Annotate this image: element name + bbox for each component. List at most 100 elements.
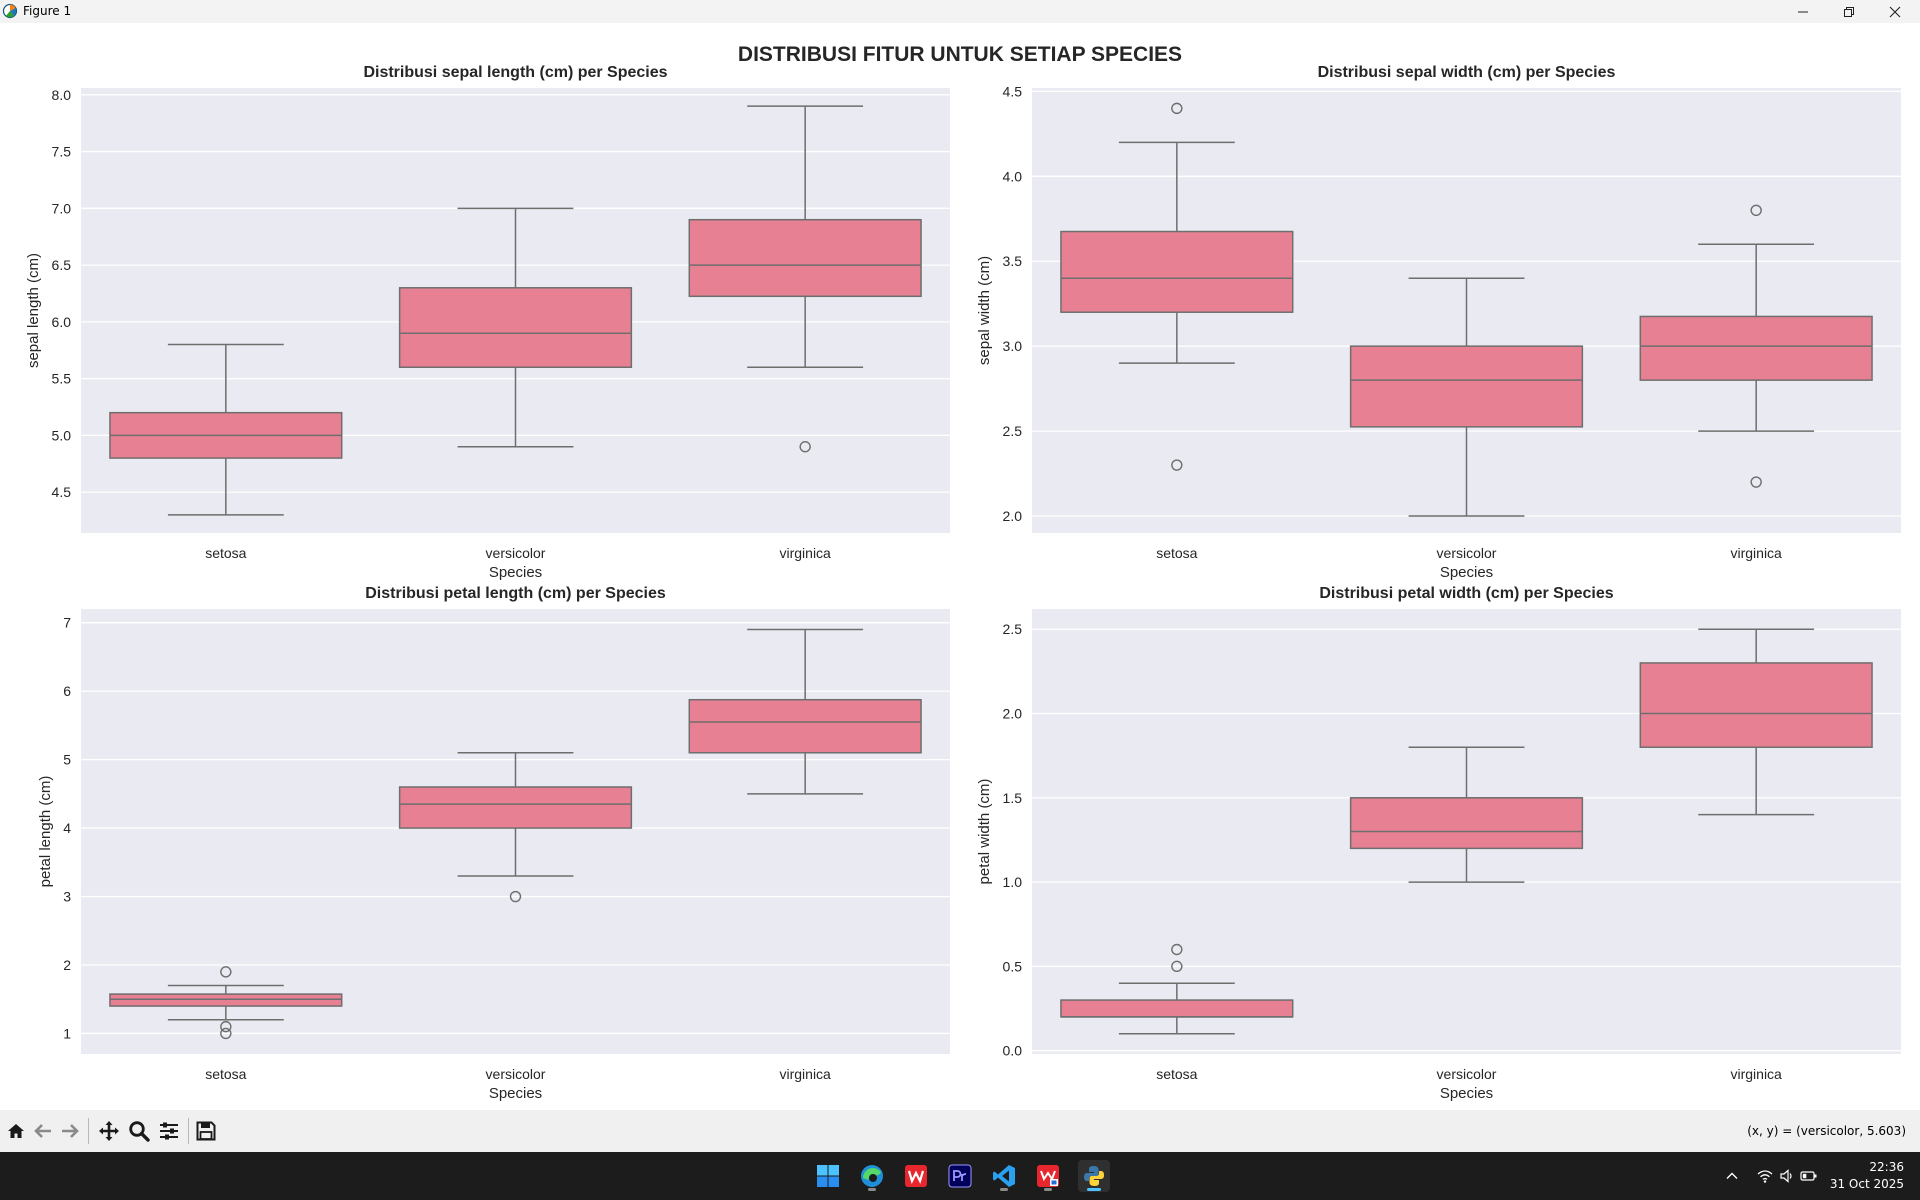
matplotlib-toolbar: (x, y) = (versicolor, 5.603)	[0, 1110, 1920, 1152]
taskbar-wps-office[interactable]	[900, 1160, 932, 1192]
box-setosa	[109, 343, 343, 516]
y-tick-label: 5.5	[52, 371, 72, 387]
taskbar-edge[interactable]	[856, 1160, 888, 1192]
tray-overflow-button[interactable]	[1722, 1169, 1742, 1183]
battery-status[interactable]	[1798, 1168, 1820, 1184]
configure-subplots-button[interactable]	[156, 1118, 182, 1144]
zoom-button[interactable]	[126, 1118, 152, 1144]
start-button[interactable]	[812, 1160, 844, 1192]
x-axis-label: Species	[1440, 564, 1493, 581]
cursor-coordinates: (x, y) = (versicolor, 5.603)	[1747, 1124, 1906, 1138]
save-icon	[196, 1121, 216, 1141]
home-button[interactable]	[3, 1118, 29, 1144]
subplot-title: Distribusi petal length (cm) per Species	[365, 585, 666, 602]
pan-button[interactable]	[96, 1118, 122, 1144]
iqr-box	[1060, 230, 1294, 313]
taskbar-clock[interactable]: 22:36 31 Oct 2025	[1830, 1159, 1904, 1193]
subplot-title: Distribusi petal width (cm) per Species	[1319, 585, 1613, 602]
y-tick-label: 6	[63, 683, 71, 699]
y-tick-label: 6.5	[52, 257, 72, 273]
x-axis-label: Species	[489, 564, 542, 581]
y-tick-label: 0.5	[1003, 958, 1023, 974]
configure-subplots-icon	[160, 1122, 178, 1140]
minimize-icon	[1798, 11, 1808, 12]
subplot-title: Distribusi sepal width (cm) per Species	[1318, 64, 1616, 81]
figure-svg[interactable]: DISTRIBUSI FITUR UNTUK SETIAP SPECIES 4.…	[0, 23, 1920, 1110]
y-tick-label: 4.5	[52, 484, 72, 500]
y-tick-label: 2.5	[1003, 621, 1023, 637]
python-icon	[1084, 1166, 1104, 1186]
iqr-box	[1639, 662, 1873, 748]
running-indicator	[868, 1188, 876, 1191]
y-tick-label: 4	[63, 820, 71, 836]
figure-suptitle: DISTRIBUSI FITUR UNTUK SETIAP SPECIES	[738, 43, 1182, 66]
y-tick-label: 7.5	[52, 144, 72, 160]
box-versicolor	[398, 207, 633, 448]
close-button[interactable]	[1872, 0, 1918, 23]
y-tick-label: 3.5	[1003, 253, 1023, 269]
y-tick-label: 5.0	[52, 427, 72, 443]
restore-button[interactable]	[1826, 0, 1872, 23]
y-axis-label: petal length (cm)	[37, 776, 54, 888]
outlier-point	[1171, 960, 1183, 973]
outlier-point	[1171, 102, 1183, 115]
back-button[interactable]	[30, 1118, 56, 1144]
subplot-1: 4.5 5.0 5.5 6.0 6.5 7.0 7.5 8.0 setosa versicolor…	[25, 64, 950, 581]
outlier-point	[1171, 943, 1183, 956]
y-tick-label: 7	[63, 615, 71, 631]
x-tick-label: virginica	[779, 1066, 831, 1082]
taskbar-wps-pdf[interactable]	[1032, 1160, 1064, 1192]
window-title: Figure 1	[23, 4, 72, 18]
outlier-point	[1750, 476, 1762, 488]
outlier-point	[220, 1027, 232, 1040]
outlier-point	[220, 966, 232, 978]
y-tick-label: 5	[63, 752, 71, 768]
zoom-icon	[129, 1121, 150, 1142]
box-versicolor	[1349, 746, 1584, 883]
y-tick-label: 3.0	[1003, 338, 1023, 354]
volume-control[interactable]	[1776, 1168, 1798, 1184]
y-tick-label: 1	[63, 1025, 71, 1041]
figure-canvas[interactable]: DISTRIBUSI FITUR UNTUK SETIAP SPECIES 4.…	[0, 23, 1920, 1110]
x-tick-label: virginica	[1730, 1066, 1782, 1082]
y-tick-label: 0.0	[1003, 1043, 1023, 1059]
taskbar-python[interactable]	[1078, 1160, 1110, 1192]
x-axis-label: Species	[1440, 1085, 1493, 1102]
windows-taskbar: 22:36 31 Oct 2025	[0, 1152, 1920, 1200]
forward-icon	[62, 1124, 79, 1138]
outlier-point	[509, 890, 522, 903]
wifi-icon	[1757, 1170, 1773, 1183]
subplot-title: Distribusi sepal length (cm) per Species	[363, 64, 667, 81]
outlier-point	[799, 441, 811, 453]
edge-icon	[861, 1165, 883, 1187]
minimize-button[interactable]	[1780, 0, 1826, 23]
x-tick-label: virginica	[1730, 545, 1782, 561]
network-status[interactable]	[1754, 1168, 1776, 1184]
matplotlib-app-icon	[2, 3, 18, 19]
taskbar-vscode[interactable]	[988, 1160, 1020, 1192]
x-tick-label: versicolor	[486, 1066, 546, 1082]
system-tray	[1722, 1152, 1820, 1200]
box-setosa	[1060, 943, 1294, 1035]
box-virginica	[1639, 628, 1873, 816]
clock-time: 22:36	[1869, 1160, 1904, 1174]
y-tick-label: 4.5	[1003, 83, 1023, 99]
premiere-pro-icon	[948, 1164, 972, 1188]
x-tick-label: setosa	[1156, 1066, 1197, 1082]
save-button[interactable]	[193, 1118, 219, 1144]
x-axis-label: Species	[489, 1085, 542, 1102]
x-tick-label: versicolor	[1437, 545, 1497, 561]
y-tick-label: 2.5	[1003, 423, 1023, 439]
x-tick-label: setosa	[1156, 545, 1197, 561]
toolbar-separator	[188, 1118, 189, 1144]
box-virginica	[1639, 204, 1873, 488]
x-tick-label: setosa	[205, 1066, 246, 1082]
wps-office-icon	[905, 1165, 927, 1187]
running-indicator	[1087, 1188, 1101, 1191]
volume-icon	[1780, 1169, 1792, 1183]
forward-button[interactable]	[57, 1118, 83, 1144]
iqr-box	[688, 698, 922, 754]
iqr-box	[109, 993, 343, 1007]
taskbar-premiere-pro[interactable]	[944, 1160, 976, 1192]
y-tick-label: 2	[63, 957, 71, 973]
